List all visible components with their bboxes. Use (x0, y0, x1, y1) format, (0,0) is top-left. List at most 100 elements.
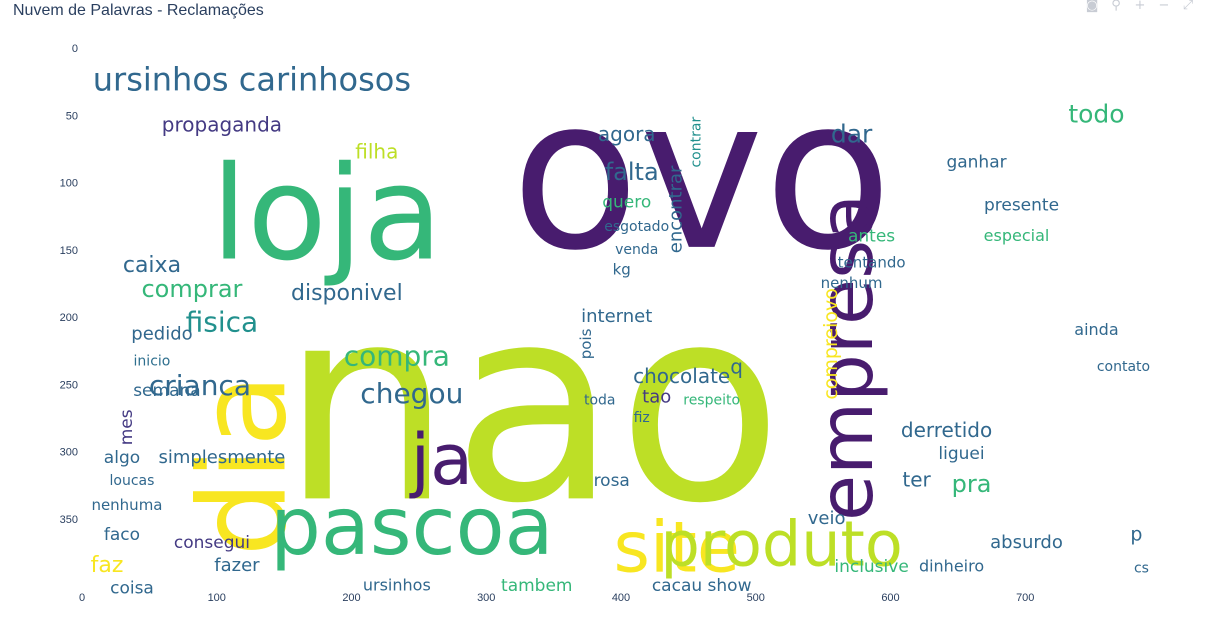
word: faco (104, 525, 140, 545)
word: nao (281, 247, 783, 562)
x-axis-ticks: 0 100 200 300 400 500 600 700 (79, 592, 1034, 604)
word: faz (91, 553, 124, 578)
word: ainda (1074, 320, 1118, 339)
word: pedido (131, 323, 192, 344)
word: veio (808, 508, 846, 529)
word: comprar (141, 275, 242, 303)
word: derretido (901, 418, 992, 442)
word: loja (211, 137, 442, 289)
x-tick-label: 600 (881, 592, 899, 604)
word: ter (902, 468, 931, 492)
word: internet (581, 306, 652, 327)
word: compra (344, 339, 450, 372)
word: cacau show (652, 576, 752, 596)
y-tick-label: 100 (60, 178, 78, 190)
x-tick-label: 100 (208, 592, 226, 604)
word: empresa (802, 194, 890, 521)
y-tick-label: 0 (72, 43, 78, 55)
x-tick-label: 500 (747, 592, 765, 604)
word: ganhar (946, 152, 1006, 172)
word: pascoa (270, 480, 553, 573)
word: fazer (214, 555, 260, 576)
word: kg (613, 260, 631, 278)
word: pra (952, 470, 992, 498)
word: crianca (149, 369, 251, 402)
word: q (730, 355, 743, 379)
camera-icon[interactable]: ◙ (1085, 0, 1099, 13)
y-tick-label: 250 (60, 379, 78, 391)
word: chocolate (633, 364, 730, 388)
modebar: ◙ ⚲ + − ⤢ (1084, 0, 1196, 12)
word: todo (1068, 99, 1124, 128)
word: ursinhos (363, 576, 431, 595)
zoom-icon[interactable]: ⚲ (1111, 0, 1121, 13)
word: p (1130, 523, 1142, 545)
x-tick-label: 0 (79, 592, 85, 604)
zoom-in-icon[interactable]: + (1134, 0, 1146, 13)
y-tick-label: 50 (66, 110, 78, 122)
x-tick-label: 200 (342, 592, 360, 604)
word: esgotado (604, 219, 669, 235)
word: toda (584, 392, 616, 408)
word: cs (1134, 561, 1149, 577)
word: dia (175, 373, 314, 556)
word: consegui (174, 533, 250, 553)
word: dar (831, 119, 873, 148)
word: venda (615, 242, 658, 258)
x-tick-label: 300 (477, 592, 495, 604)
word: coisa (110, 579, 154, 599)
word: tambem (501, 576, 572, 596)
word: ovo (511, 52, 892, 297)
word: dinheiro (919, 557, 984, 576)
autoscale-icon[interactable]: ⤢ (1182, 0, 1194, 13)
word: liguei (938, 444, 984, 464)
word: absurdo (990, 532, 1063, 553)
word: fiz (634, 410, 650, 426)
word: loucas (110, 473, 155, 489)
word: mes (117, 409, 137, 445)
word: inicio (134, 353, 171, 369)
word: agora (598, 122, 656, 146)
word: respeito (683, 392, 740, 408)
word: chegou (360, 377, 463, 410)
word: tao (642, 387, 671, 408)
word: pois (577, 328, 595, 359)
chart-title: Nuvem de Palavras - Reclamações (13, 2, 264, 19)
x-tick-label: 700 (1016, 592, 1034, 604)
word: simplesmente (158, 447, 285, 468)
y-tick-label: 350 (60, 514, 78, 526)
word: ursinhos carinhosos (93, 61, 411, 99)
word: compreiovo (820, 288, 842, 400)
word: disponivel (291, 281, 403, 306)
word: produto (660, 507, 902, 580)
word: inclusive (834, 557, 908, 577)
y-tick-label: 150 (60, 245, 78, 257)
word: fisica (186, 306, 259, 339)
word: quero (602, 193, 651, 213)
y-tick-label: 300 (60, 447, 78, 459)
word: especial (984, 226, 1050, 245)
word: contrar (689, 117, 705, 168)
word: rosa (594, 471, 630, 491)
word: semana (133, 381, 201, 401)
word: tentando (838, 254, 906, 272)
word: nenhum (821, 274, 883, 292)
y-axis-ticks: 0 50 100 150 200 250 300 350 (60, 43, 78, 526)
zoom-out-icon[interactable]: − (1158, 0, 1170, 13)
word: propaganda (162, 113, 282, 137)
word: falta (605, 158, 659, 186)
x-tick-label: 400 (612, 592, 630, 604)
word: caixa (123, 253, 181, 278)
word: filha (355, 139, 398, 163)
y-tick-label: 200 (60, 312, 78, 324)
word: presente (984, 195, 1059, 215)
word: encontrar (666, 165, 687, 253)
word: ja (409, 419, 473, 501)
word: algo (104, 448, 140, 468)
word: nenhuma (91, 496, 162, 514)
word: antes (848, 226, 895, 246)
word: contato (1097, 359, 1150, 375)
word: site (613, 506, 739, 588)
